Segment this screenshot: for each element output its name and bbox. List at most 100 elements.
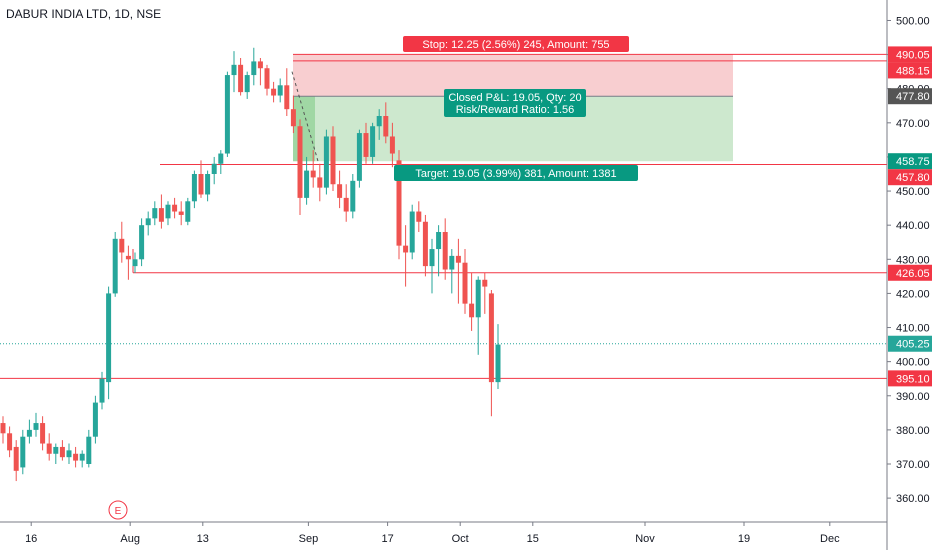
candle-body	[449, 255, 455, 270]
candle	[145, 211, 151, 236]
candle	[363, 122, 369, 164]
price-tag[interactable]: 395.10	[888, 370, 932, 387]
time-tick-label: 17	[381, 533, 393, 545]
candle-body	[139, 225, 145, 260]
event-marker-label: E	[115, 506, 122, 517]
candle	[297, 119, 303, 215]
candle-body	[40, 423, 46, 444]
candle-body	[304, 170, 310, 198]
candle	[73, 446, 79, 468]
price-tag-label: 395.10	[896, 373, 930, 385]
price-tag[interactable]: 477.80	[888, 88, 932, 105]
candle-body	[429, 249, 435, 267]
candle	[436, 225, 442, 277]
candle	[409, 204, 415, 260]
candle-body	[422, 221, 428, 267]
price-axis[interactable]: 500.00490.00480.00470.00460.00450.00440.…	[886, 0, 932, 550]
candle	[238, 58, 244, 96]
candle	[475, 276, 481, 355]
closed-pnl-text: Closed P&L: 19.05, Qty: 20	[448, 92, 581, 104]
candle	[231, 51, 237, 93]
candle-body	[99, 378, 105, 403]
stop-label-background	[403, 36, 629, 52]
candle-body	[277, 85, 283, 96]
earnings-event-marker[interactable]: E	[108, 500, 128, 520]
candle-body	[73, 453, 79, 461]
candle	[13, 440, 19, 482]
price-tag-background	[888, 62, 932, 79]
candle-body	[323, 136, 329, 188]
price-tag-background	[888, 370, 932, 387]
time-tick-label: 19	[738, 533, 750, 545]
time-axis[interactable]: 16 Aug 13 Sep 17 Oct 15 Nov 19 Dec	[0, 521, 887, 545]
chart-title: DABUR INDIA LTD, 1D, NSE	[6, 7, 162, 21]
candle-body	[436, 232, 442, 250]
candle	[20, 429, 26, 475]
candle-body	[271, 88, 277, 96]
candle-body	[158, 208, 164, 222]
price-tick-label: 400.00	[896, 357, 930, 369]
candle	[59, 440, 65, 461]
candle-body	[7, 433, 13, 451]
candle-body	[125, 255, 131, 260]
candle-body	[20, 436, 26, 468]
candle	[277, 78, 283, 103]
candle	[310, 150, 316, 188]
candle	[119, 221, 125, 263]
candle-body	[317, 177, 323, 188]
price-tick-label: 370.00	[896, 459, 930, 471]
price-tag-label: 426.05	[896, 268, 930, 280]
candle	[152, 201, 158, 226]
candle	[429, 238, 435, 294]
candle-body	[33, 423, 39, 430]
price-tag-label: 405.25	[896, 339, 930, 351]
price-tag[interactable]: 426.05	[888, 264, 932, 281]
candle	[290, 95, 296, 134]
candle	[356, 129, 362, 188]
candle-body	[119, 238, 125, 253]
candle	[257, 58, 263, 86]
risk-reward-text: Risk/Reward Ratio: 1.56	[456, 104, 575, 116]
price-tag[interactable]: 458.75	[888, 153, 932, 170]
candle-body	[442, 232, 448, 270]
candle-body	[363, 133, 369, 157]
candle-body	[66, 450, 72, 458]
price-tag[interactable]: 488.15	[888, 62, 932, 79]
candle	[495, 324, 501, 389]
candle-body	[211, 163, 217, 174]
candle	[46, 433, 52, 461]
candle-body	[205, 174, 211, 195]
candle	[403, 225, 409, 287]
price-tag[interactable]: 457.80	[888, 169, 932, 186]
candle	[125, 245, 131, 280]
candle-body	[462, 262, 468, 304]
candle	[112, 232, 118, 297]
time-tick-label: Sep	[299, 533, 319, 545]
candle-body	[79, 453, 85, 461]
candle-body	[310, 170, 316, 178]
candle	[284, 68, 290, 116]
candle	[350, 174, 356, 219]
candle-body	[356, 133, 362, 181]
candle-body	[337, 184, 343, 198]
price-tag-label: 488.15	[896, 65, 930, 77]
candle	[79, 450, 85, 468]
price-tag-label: 458.75	[896, 156, 930, 168]
target-label: Target: 19.05 (3.99%) 381, Amount: 1381	[394, 165, 638, 181]
price-tag-background	[888, 153, 932, 170]
price-tag[interactable]: 405.25	[888, 335, 932, 352]
candle-body	[409, 211, 415, 253]
candle	[158, 194, 164, 229]
price-tick-label: 420.00	[896, 288, 930, 300]
price-tag-background	[888, 88, 932, 105]
candle	[66, 443, 72, 464]
candle-body	[112, 238, 118, 294]
price-tag[interactable]: 490.05	[888, 46, 932, 63]
candle-body	[198, 174, 204, 195]
candle	[264, 64, 270, 96]
closed-pnl-background	[444, 89, 586, 117]
candle	[0, 416, 6, 444]
candle	[53, 443, 59, 464]
